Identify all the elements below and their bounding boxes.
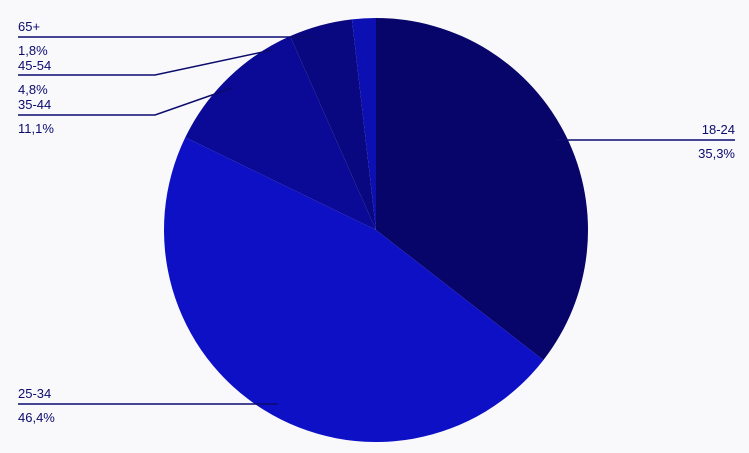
pie-slice-45-54[interactable] xyxy=(290,19,376,230)
slice-percent: 11,1% xyxy=(18,121,54,136)
pie-slice-18-24[interactable] xyxy=(376,18,588,361)
label-45-54: 45-54 4,8% xyxy=(18,58,51,97)
pie-slice-25-34[interactable] xyxy=(163,137,544,443)
label-65-plus: 65+ 1,8% xyxy=(18,19,48,58)
label-35-44: 35-44 11,1% xyxy=(18,97,54,136)
pie-slice-35-44[interactable] xyxy=(185,36,376,230)
leader-line-45-54 xyxy=(18,49,273,76)
slice-name: 45-54 xyxy=(18,58,52,73)
slice-name: 25-34 xyxy=(18,386,52,401)
slice-name: 65+ xyxy=(18,19,41,34)
leader-line-35-44 xyxy=(18,87,233,116)
slice-percent: 4,8% xyxy=(18,82,48,97)
slice-name: 18-24 xyxy=(701,122,735,137)
slice-percent: 46,4% xyxy=(18,410,55,425)
label-25-34: 25-34 46,4% xyxy=(18,386,55,425)
slice-percent: 35,3% xyxy=(698,146,735,161)
label-18-24: 18-24 35,3% xyxy=(640,122,735,161)
pie-slice-65-plus[interactable] xyxy=(351,18,376,230)
slice-name: 35-44 xyxy=(18,97,52,112)
slice-percent: 1,8% xyxy=(18,43,48,58)
